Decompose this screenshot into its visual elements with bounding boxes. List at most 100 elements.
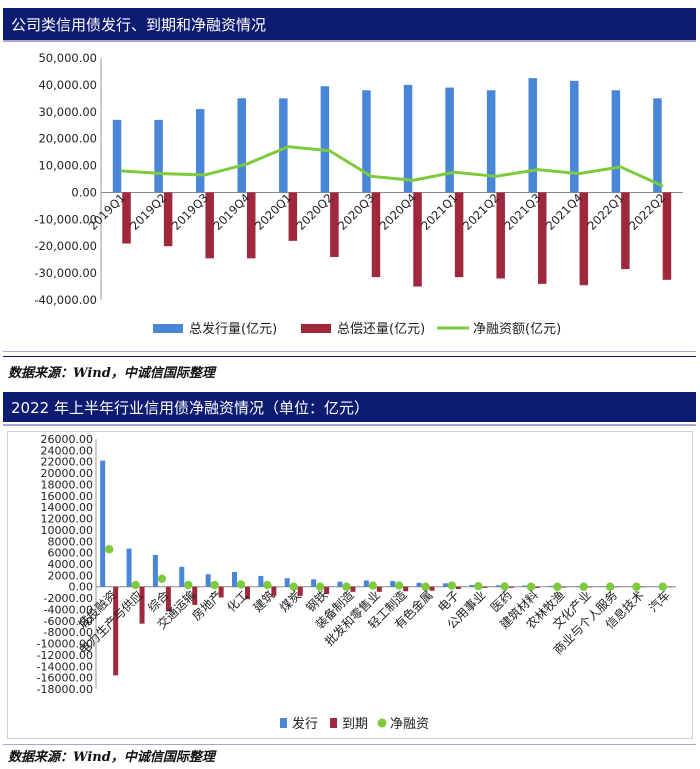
issuance-bar (445, 87, 454, 193)
y-tick-label: 22000.00 (41, 456, 94, 469)
net-financing-point (368, 581, 378, 590)
issuance-bar (469, 585, 475, 587)
y-tick-label: -10,000.00 (34, 212, 97, 226)
net-financing-point (245, 163, 248, 166)
net-financing-point (184, 580, 193, 590)
chart1-source: 数据来源：Wind，中诚信国际整理 (8, 366, 215, 381)
legend-label: 总偿还量(亿元) (337, 322, 425, 337)
repayment-bar (538, 192, 547, 284)
net-financing-point (453, 171, 456, 174)
issuance-bar (548, 585, 554, 587)
y-tick-label: 26000.00 (41, 433, 94, 446)
issuance-bar (403, 84, 413, 193)
y-tick-label: 20000.00 (41, 467, 94, 480)
x-tick-label: 2022Q2 (626, 191, 668, 233)
y-tick-label: 14000.00 (41, 501, 94, 514)
y-tick-label: -18000.00 (37, 683, 93, 696)
maturity-bar (508, 586, 514, 588)
x-tick-label: 2019Q4 (210, 191, 252, 233)
y-tick-label: 0.00 (71, 185, 97, 199)
y-tick-label: -12000.00 (37, 649, 93, 662)
maturity-bar (165, 586, 171, 612)
net-financing-point (315, 582, 325, 591)
issuance-bar (522, 585, 527, 587)
repayment-bar (413, 192, 422, 287)
maturity-bar (139, 586, 145, 624)
issuance-bar (152, 554, 158, 587)
legend-swatch (330, 718, 337, 728)
chart2-panel: 26000.00 24000.00 22000.00 20000.00 18000.00… (3, 424, 696, 745)
y-tick-label: 6000.00 (48, 547, 94, 560)
net-financing-point (328, 149, 331, 152)
maturity-bar (403, 586, 409, 592)
repayment-bar (662, 192, 672, 280)
net-financing-point (210, 580, 219, 590)
chart2-source: 数据来源：Wind，中诚信国际整理 (8, 750, 215, 765)
x-tick-label: 2019Q3 (169, 191, 211, 233)
net-financing-point (157, 574, 167, 583)
net-financing-point (342, 582, 351, 591)
repayment-bar (496, 192, 505, 279)
net-financing-point (553, 582, 562, 591)
y-tick-label: 0.00 (69, 581, 94, 594)
y-tick-label: 4000.00 (48, 558, 94, 571)
maturity-bar (614, 586, 620, 588)
net-financing-point (286, 145, 290, 148)
net-financing-point (526, 582, 536, 591)
repayment-bar (330, 192, 339, 257)
x-tick-label: 2020Q1 (252, 191, 294, 233)
issuance-bar (653, 586, 659, 587)
legend-label: 总发行量(亿元) (189, 321, 277, 337)
maturity-bar (218, 586, 224, 598)
net-financing-line (121, 145, 663, 188)
x-tick-label: 2019Q2 (127, 191, 169, 233)
y-tick-label: 16000.00 (41, 490, 94, 503)
y-tick-label: 30,000.00 (38, 105, 97, 119)
y-tick-label: -8000.00 (44, 626, 93, 639)
issuance-bar (112, 119, 122, 193)
y-tick-label: 12000.00 (41, 513, 94, 526)
issuance-bar (495, 585, 501, 587)
issuance-bar (311, 579, 317, 587)
issuance-bar (284, 578, 290, 587)
chart2-title: 2022 年上半年行业信用债净融资情况（单位：亿元） (11, 399, 369, 417)
net-financing-point (104, 545, 114, 554)
maturity-bar (455, 586, 461, 589)
x-tick-label: 2021Q3 (501, 191, 543, 233)
repayment-bar (621, 192, 630, 270)
issuance-bar (195, 109, 205, 193)
maturity-bar (376, 586, 382, 592)
y-tick-label: -14000.00 (37, 660, 93, 673)
x-tick-label: 2020Q2 (294, 191, 336, 233)
net-financing-point (536, 168, 539, 171)
maturity-bar (297, 586, 303, 596)
net-financing-point (236, 580, 246, 589)
y-tick-label: -20,000.00 (34, 239, 97, 253)
y-tick-label: 10000.00 (41, 524, 94, 537)
y-tick-label: -6000.00 (44, 615, 93, 628)
chart1-title: 公司类信用债发行、到期和净融资情况 (11, 16, 267, 34)
x-tick-label: 2021Q1 (418, 191, 460, 233)
maturity-bar (429, 586, 435, 591)
maturity-bar (245, 586, 250, 600)
chart1-source-rule (3, 356, 696, 357)
issuance-bar (126, 548, 132, 587)
net-financing-point (411, 179, 414, 182)
x-tick-label: 2022Q1 (585, 191, 627, 233)
repayment-bar (122, 192, 131, 244)
x-tick-label: 2020Q4 (377, 191, 419, 233)
issuance-bar (237, 98, 246, 193)
chart1-header-bar: 公司类信用债发行、到期和净融资情况 (3, 8, 696, 40)
issuance-bar (627, 586, 633, 587)
net-financing-point (661, 184, 664, 187)
issuance-bar (258, 575, 264, 587)
x-tick-label: 汽车 (645, 587, 673, 615)
y-tick-label: 40,000.00 (38, 78, 97, 92)
maturity-bar (271, 586, 277, 596)
net-financing-point (474, 581, 483, 591)
issuance-bar (363, 580, 369, 587)
net-financing-point (203, 173, 207, 177)
y-tick-label: -40,000.00 (34, 293, 97, 307)
repayment-bar (371, 192, 381, 278)
net-financing-point (494, 175, 498, 178)
